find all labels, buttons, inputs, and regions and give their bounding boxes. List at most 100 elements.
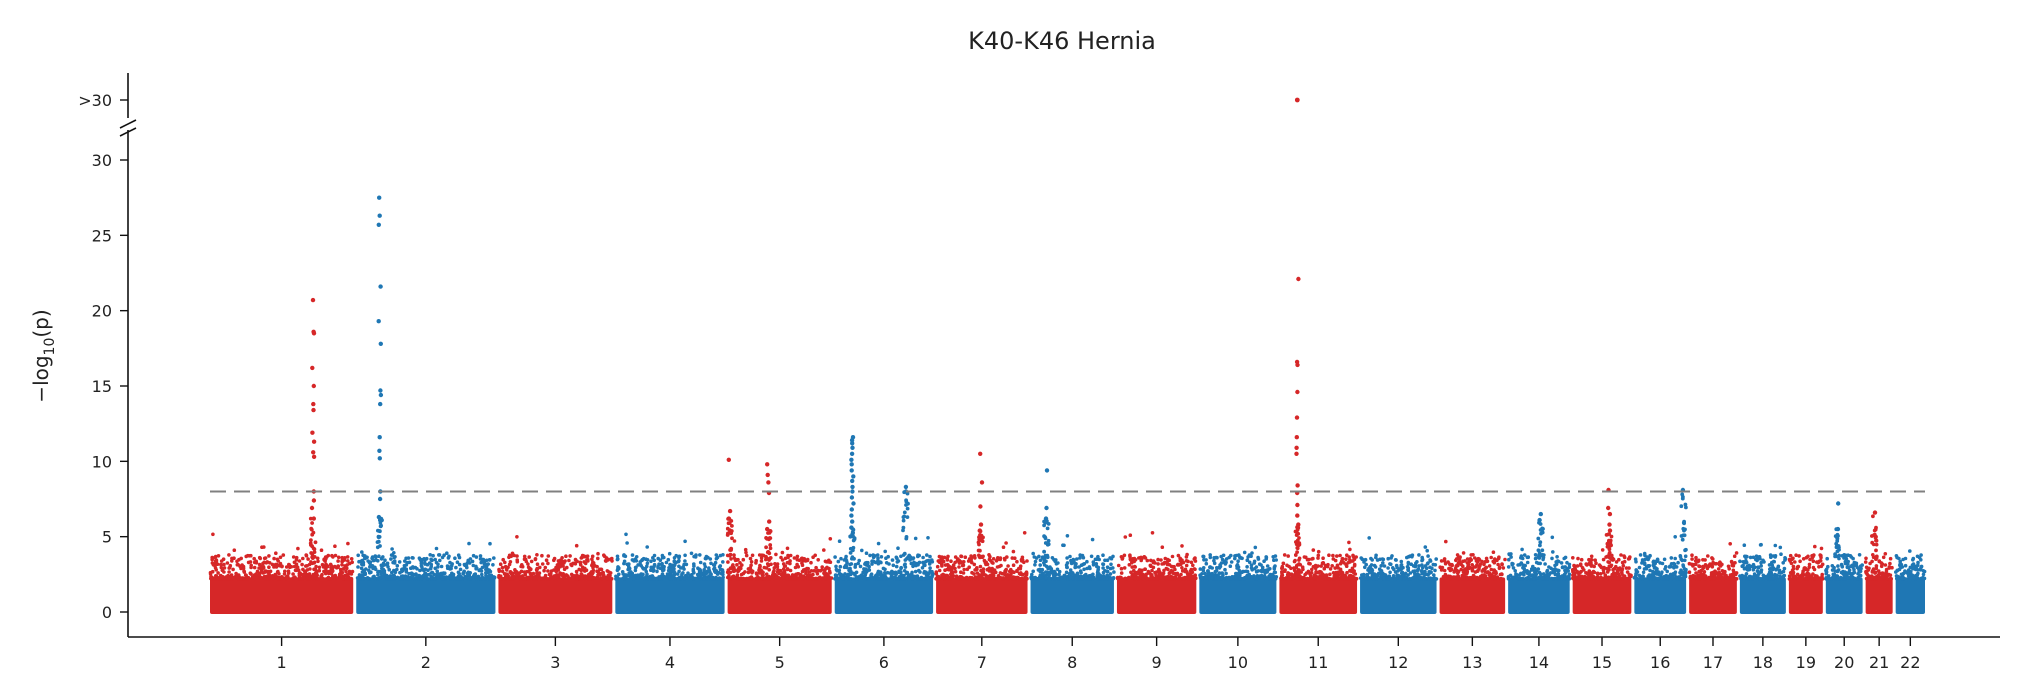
snp-point — [1223, 567, 1227, 572]
snp-point — [841, 576, 845, 581]
snp-point — [1069, 561, 1074, 566]
snp-point — [778, 568, 783, 573]
snp-point — [1660, 576, 1665, 581]
snp-point — [1340, 556, 1345, 561]
snp-point — [1433, 568, 1437, 573]
snp-point — [869, 573, 873, 578]
snp-point — [346, 559, 350, 563]
snp-point — [1018, 577, 1023, 581]
snp-point — [729, 557, 733, 561]
snp-point — [1132, 568, 1136, 573]
snp-point — [606, 558, 610, 562]
snp-point — [683, 559, 687, 563]
snp-point — [608, 577, 612, 581]
x-tick-label: 6 — [879, 653, 889, 672]
snp-point — [649, 559, 653, 564]
snp-point — [1757, 570, 1762, 575]
snp-point — [608, 571, 613, 575]
snp-point — [1263, 570, 1267, 574]
snp-point — [1101, 562, 1106, 567]
snp-point — [425, 562, 430, 567]
snp-point — [277, 576, 282, 580]
snp-point — [943, 563, 948, 567]
snp-point — [445, 551, 449, 555]
snp-point — [1669, 564, 1673, 569]
y-tick-label: 15 — [92, 377, 112, 396]
snp-point — [715, 572, 720, 576]
snp-point — [527, 555, 531, 559]
snp-point — [1316, 553, 1321, 558]
snp-point — [1572, 563, 1576, 568]
snp-point — [1683, 573, 1688, 578]
snp-point — [764, 557, 768, 562]
snp-point — [1540, 576, 1545, 581]
snp-point — [1463, 559, 1467, 563]
snp-point — [327, 571, 331, 576]
snp-point — [1748, 555, 1753, 560]
snp-point — [1532, 577, 1536, 581]
snp-point — [567, 558, 571, 563]
snp-point — [324, 557, 328, 561]
snp-point — [1779, 552, 1783, 556]
snp-point — [902, 569, 907, 573]
snp-point — [1311, 564, 1316, 569]
snp-point — [1207, 575, 1212, 580]
snp-point — [1019, 559, 1024, 563]
snp-point — [1494, 571, 1498, 576]
snp-point — [1434, 557, 1438, 561]
snp-point — [591, 570, 595, 575]
snp-point — [726, 568, 731, 572]
snp-point — [859, 573, 864, 577]
snp-point — [1511, 575, 1515, 580]
snp-band — [1279, 577, 1358, 614]
snp-point — [1571, 556, 1575, 560]
snp-point — [1033, 559, 1038, 564]
snp-point — [1191, 563, 1195, 568]
x-tick-label: 22 — [1900, 653, 1920, 672]
snp-point — [853, 562, 858, 567]
snp-point — [568, 554, 572, 558]
snp-point — [1061, 543, 1065, 547]
snp-point — [278, 561, 283, 566]
snp-point — [1037, 554, 1041, 559]
snp-point — [662, 555, 666, 560]
snp-point — [1769, 555, 1773, 559]
snp-band — [356, 577, 496, 614]
x-ticks: 1 2 3 4 5 6 7 8 9 10 11 12 13 14 15 16 17 18 19 20 21 22 — [277, 637, 1921, 672]
snp-point — [419, 557, 424, 562]
snp-point — [244, 573, 248, 578]
snp-point — [1488, 574, 1492, 578]
snp-point — [373, 567, 378, 572]
snp-point — [1699, 568, 1703, 573]
axis-break-mark — [119, 119, 137, 129]
snp-point — [834, 564, 838, 569]
snp-point — [222, 566, 227, 570]
snp-point — [1566, 575, 1570, 580]
snp-point — [442, 553, 446, 557]
snp-point — [1728, 542, 1732, 546]
snp-point — [1711, 570, 1716, 575]
snp-point — [1346, 561, 1350, 565]
snp-point — [357, 559, 361, 564]
snp-point — [1119, 571, 1124, 575]
snp-point — [1297, 562, 1301, 566]
snp-point — [1510, 561, 1514, 566]
snp-point — [1159, 558, 1163, 562]
snp-point — [1221, 553, 1226, 558]
snp-point — [1296, 572, 1301, 576]
snp-point — [1236, 559, 1240, 563]
snp-point — [1489, 555, 1493, 560]
snp-point — [711, 563, 716, 567]
snp-point — [355, 576, 360, 580]
snp-point — [910, 577, 915, 581]
snp-point — [540, 553, 544, 558]
snp-point — [1744, 572, 1749, 576]
snp-point — [216, 554, 221, 558]
snp-point — [645, 564, 649, 568]
snp-point — [1433, 577, 1438, 581]
snp-point — [554, 569, 559, 574]
snp-point — [1047, 576, 1052, 581]
snp-point — [1065, 556, 1069, 560]
snp-point — [855, 577, 859, 581]
snp-point — [1572, 570, 1576, 575]
